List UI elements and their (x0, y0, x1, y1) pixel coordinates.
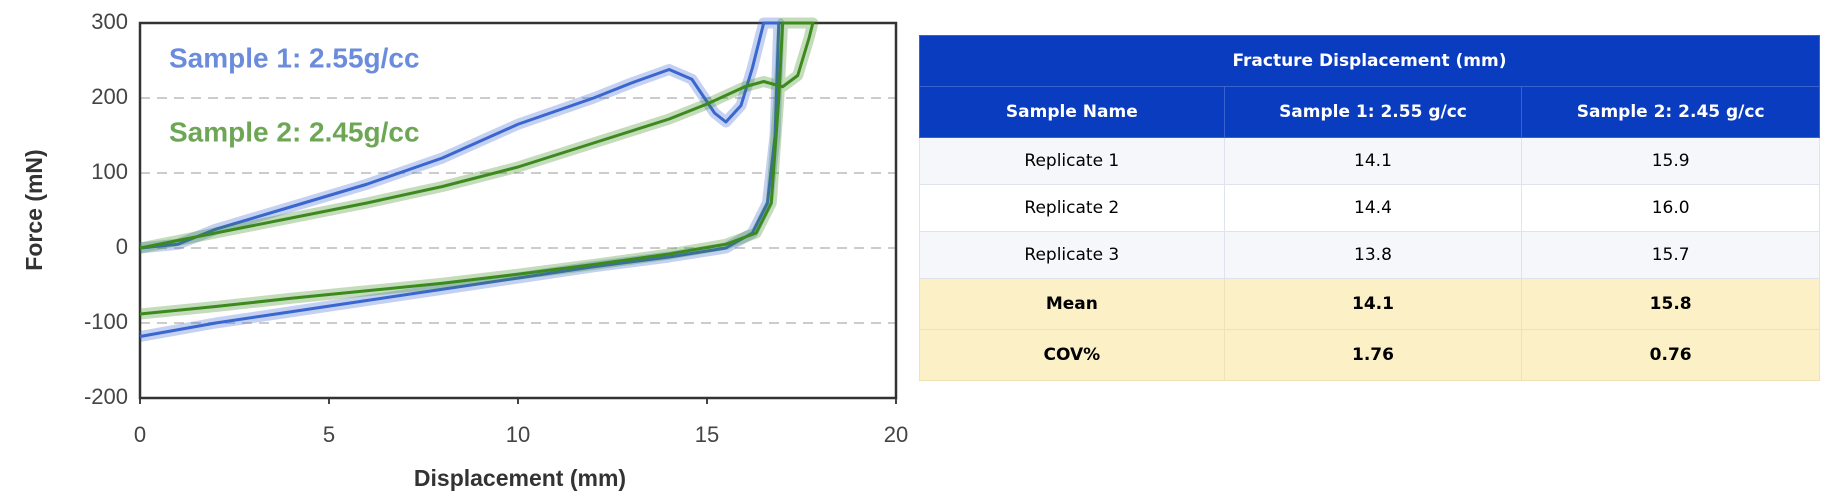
table-cell: 1.76 (1223, 329, 1523, 381)
table-cell: Replicate 1 (919, 137, 1225, 185)
x-tick-label: 15 (695, 422, 719, 447)
table-cell: Replicate 2 (919, 184, 1225, 232)
y-tick-label: -100 (84, 309, 128, 334)
series-label: Sample 1: 2.55g/cc (169, 42, 420, 73)
table-row: COV% 1.76 0.76 (919, 329, 1820, 381)
table-title: Fracture Displacement (mm) (919, 35, 1820, 87)
table-cell: Mean (919, 278, 1225, 330)
series-line (139, 21, 781, 338)
table-cell: 0.76 (1521, 329, 1820, 381)
table-body: Replicate 1 14.1 15.9 Replicate 2 14.4 16.0 Re… (919, 137, 1820, 381)
table-cell: 15.7 (1521, 231, 1820, 279)
y-tick-label: 200 (91, 84, 128, 109)
table-cell: 14.1 (1223, 278, 1523, 330)
series-label: Sample 2: 2.45g/cc (169, 116, 420, 147)
table-row: Mean 14.1 15.8 (919, 278, 1820, 330)
y-tick-label: 0 (116, 234, 128, 259)
y-tick-label: 300 (91, 9, 128, 34)
x-tick-label: 5 (323, 422, 335, 447)
x-tick-label: 20 (884, 422, 908, 447)
table-cell: 15.9 (1521, 137, 1820, 185)
table-row: Replicate 1 14.1 15.9 (919, 137, 1820, 185)
x-axis-label: Displacement (mm) (414, 465, 626, 491)
plot-frame (138, 21, 898, 400)
header-cell: Sample 1: 2.55 g/cc (1223, 86, 1523, 138)
table-cell: 14.4 (1223, 184, 1523, 232)
table-cell: COV% (919, 329, 1225, 381)
table-cell: 14.1 (1223, 137, 1523, 185)
table-cell: 16.0 (1521, 184, 1820, 232)
header-cell: Sample 2: 2.45 g/cc (1521, 86, 1820, 138)
x-tick-label: 10 (506, 422, 530, 447)
y-axis-label: Force (mN) (21, 149, 47, 270)
table-row: Replicate 2 14.4 16.0 (919, 184, 1820, 232)
table-cell: Replicate 3 (919, 231, 1225, 279)
table-row: Replicate 3 13.8 15.7 (919, 231, 1820, 279)
table: Fracture Displacement (mm) Sample Name S… (919, 35, 1820, 381)
y-tick-label: 100 (91, 159, 128, 184)
y-tick-label: -200 (84, 384, 128, 409)
table-cell: 13.8 (1223, 231, 1523, 279)
x-tick-label: 0 (134, 422, 146, 447)
series-line (139, 21, 815, 316)
chart: Displacement (mm) Force (mN) -200 -100 0 10… (21, 9, 908, 491)
header-cell: Sample Name (919, 86, 1225, 138)
table-cell: 15.8 (1521, 278, 1820, 330)
